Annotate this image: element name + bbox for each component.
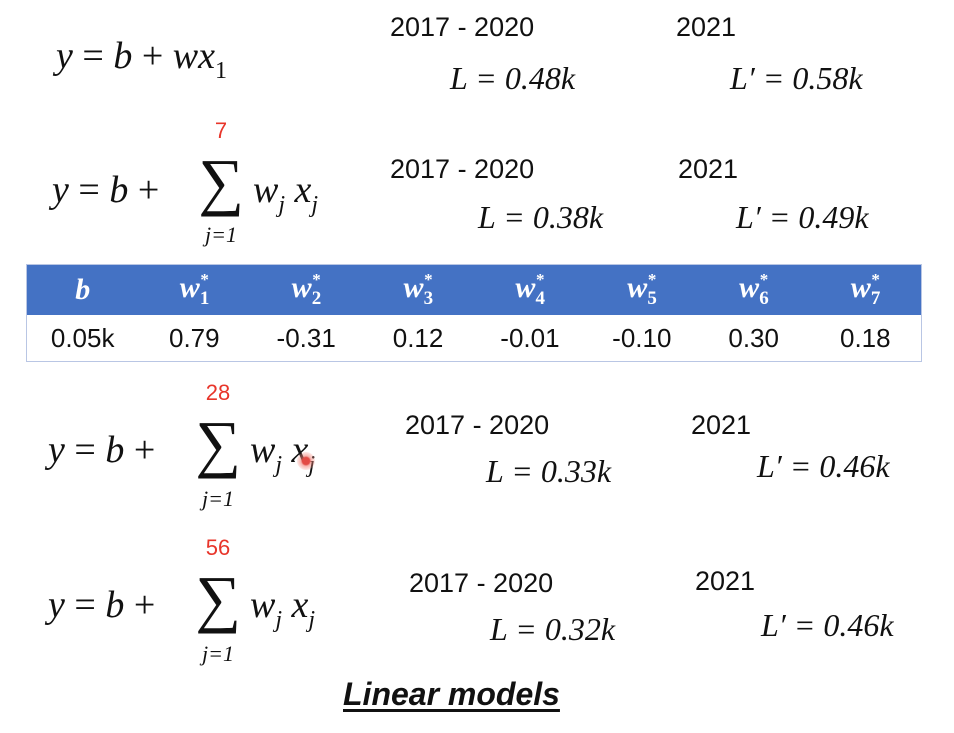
- cursor-indicator-icon: [297, 452, 315, 470]
- equation-term-4: wj xj: [250, 584, 316, 633]
- header-w7: w7*: [809, 264, 922, 315]
- sum-upper-limit: 56: [205, 535, 231, 560]
- test-loss-1: L′ = 0.58k: [730, 60, 863, 96]
- test-loss-2: L′ = 0.49k: [736, 199, 869, 235]
- header-w6: w6*: [697, 264, 810, 315]
- value-w3: 0.12: [362, 315, 474, 362]
- test-loss-3: L′ = 0.46k: [757, 448, 890, 484]
- sum-lower-limit: j=1: [202, 486, 234, 511]
- equation-model-1: y = b + wx1: [56, 35, 227, 84]
- value-w7: 0.18: [809, 315, 922, 362]
- equation-model-4: y = b +: [48, 584, 156, 626]
- train-period-3: 2017 - 2020: [405, 410, 550, 440]
- train-loss-4: L = 0.32k: [490, 611, 616, 647]
- sigma-icon: ∑: [195, 408, 241, 479]
- value-w2: -0.31: [250, 315, 363, 362]
- slide-caption: Linear models: [343, 676, 560, 712]
- equation-model-3: y = b +: [48, 429, 156, 471]
- header-w5: w5*: [585, 264, 698, 315]
- header-w2: w2*: [250, 264, 363, 315]
- sum-upper-limit: 7: [214, 118, 228, 143]
- train-loss-1: L = 0.48k: [450, 60, 576, 96]
- value-w4: -0.01: [474, 315, 586, 362]
- sum-lower-limit: j=1: [205, 222, 237, 247]
- test-year-4: 2021: [695, 566, 756, 596]
- sigma-icon: ∑: [195, 563, 241, 634]
- sigma-icon: ∑: [198, 146, 244, 217]
- value-w5: -0.10: [585, 315, 698, 362]
- test-loss-4: L′ = 0.46k: [761, 607, 894, 643]
- header-w3: w3*: [362, 264, 474, 315]
- train-loss-2: L = 0.38k: [478, 199, 604, 235]
- header-w1: w1*: [138, 264, 251, 315]
- train-loss-3: L = 0.33k: [486, 453, 612, 489]
- equation-model-2: y = b +: [52, 169, 160, 211]
- table-row: 0.05k 0.79 -0.31 0.12 -0.01 -0.10 0.30 0…: [26, 315, 922, 362]
- header-w4: w4*: [474, 264, 586, 315]
- train-period-1: 2017 - 2020: [390, 12, 535, 42]
- header-b: b: [26, 264, 139, 315]
- value-w1: 0.79: [138, 315, 251, 362]
- test-year-1: 2021: [676, 12, 737, 42]
- equation-term-2: wj xj: [253, 169, 319, 218]
- test-year-3: 2021: [691, 410, 752, 440]
- table-header-row: b w1* w2* w3* w4* w5* w6* w7*: [26, 264, 922, 315]
- value-w6: 0.30: [697, 315, 810, 362]
- test-year-2: 2021: [678, 154, 739, 184]
- train-period-2: 2017 - 2020: [390, 154, 535, 184]
- sum-lower-limit: j=1: [202, 641, 234, 666]
- value-b: 0.05k: [26, 315, 139, 362]
- sum-upper-limit: 28: [205, 380, 231, 405]
- weights-table: b w1* w2* w3* w4* w5* w6* w7* 0.05k 0.79…: [26, 264, 922, 362]
- train-period-4: 2017 - 2020: [409, 568, 554, 598]
